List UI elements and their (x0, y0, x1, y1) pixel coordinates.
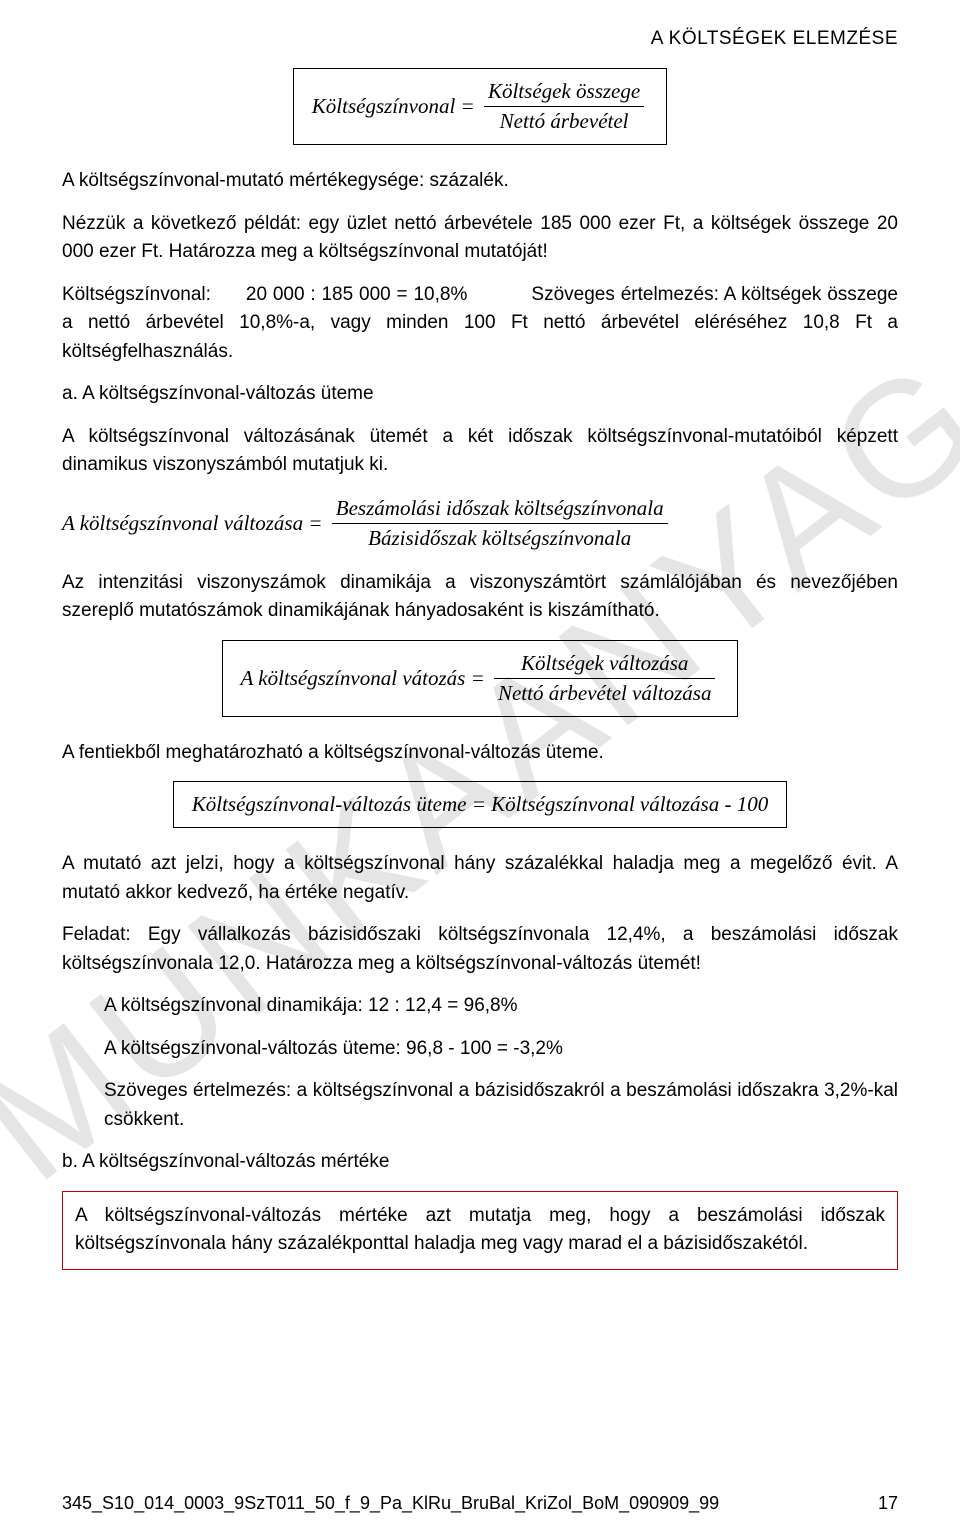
page-footer: 345_S10_014_0003_9SzT011_50_f_9_Pa_KlRu_… (62, 1493, 898, 1514)
page-number: 17 (878, 1493, 898, 1514)
formula-1-box: Költségszínvonal = Költségek összege Net… (293, 68, 667, 145)
formula-2: A költségszínvonal változása = Beszámolá… (62, 496, 898, 551)
formula-3-row: A költségszínvonal vátozás = Költségek v… (62, 640, 898, 717)
paragraph-13: b. A költségszínvonal-változás mértéke (62, 1148, 898, 1177)
formula-3-box: A költségszínvonal vátozás = Költségek v… (222, 640, 739, 717)
formula-3-eq: = (471, 666, 485, 691)
paragraph-7: A fentiekből meghatározható a költségszí… (62, 739, 898, 768)
page-container: MUNKAANYAG A KÖLTSÉGEK ELEMZÉSE Költségs… (0, 0, 960, 1540)
formula-2-lhs: A költségszínvonal változása (62, 511, 303, 536)
paragraph-8: A mutató azt jelzi, hogy a költségszínvo… (62, 850, 898, 907)
header-title: A KÖLTSÉGEK ELEMZÉSE (62, 28, 898, 50)
formula-3-denominator: Nettó árbevétel változása (494, 679, 715, 706)
formula-3-fraction: Költségek változása Nettó árbevétel vált… (494, 651, 715, 706)
redbox-text: A költségszínvonal-változás mértéke azt … (75, 1202, 885, 1259)
formula-4-row: Költségszínvonal-változás üteme = Költsé… (62, 781, 898, 828)
paragraph-9: Feladat: Egy vállalkozás bázisidőszaki k… (62, 921, 898, 978)
paragraph-5: A költségszínvonal változásának ütemét a… (62, 423, 898, 480)
footer-code: 345_S10_014_0003_9SzT011_50_f_9_Pa_KlRu_… (62, 1493, 719, 1514)
formula-1-fraction: Költségek összege Nettó árbevétel (484, 79, 644, 134)
formula-3-numerator: Költségek változása (494, 651, 715, 679)
paragraph-11: A költségszínvonal-változás üteme: 96,8 … (104, 1035, 898, 1064)
formula-2-fraction: Beszámolási időszak költségszínvonala Bá… (332, 496, 668, 551)
formula-4-text: Költségszínvonal-változás üteme = Költsé… (192, 792, 768, 816)
formula-1-lhs: Költségszínvonal (312, 94, 456, 119)
highlight-redbox: A költségszínvonal-változás mértéke azt … (62, 1191, 898, 1270)
paragraph-12: Szöveges értelmezés: a költségszínvonal … (104, 1077, 898, 1134)
formula-1-denominator: Nettó árbevétel (484, 107, 644, 134)
formula-2-eq: = (308, 511, 322, 536)
paragraph-4: a. A költségszínvonal-változás üteme (62, 380, 898, 409)
formula-1-numerator: Költségek összege (484, 79, 644, 107)
paragraph-10: A költségszínvonal dinamikája: 12 : 12,4… (104, 992, 898, 1021)
formula-1-eq: = (461, 94, 475, 119)
formula-4-box: Költségszínvonal-változás üteme = Költsé… (173, 781, 787, 828)
formula-2-denominator: Bázisidőszak költségszínvonala (332, 524, 668, 551)
paragraph-2: Nézzük a következő példát: egy üzlet net… (62, 210, 898, 267)
formula-1-row: Költségszínvonal = Költségek összege Net… (62, 68, 898, 145)
paragraph-3: Költségszínvonal: 20 000 : 185 000 = 10,… (62, 281, 898, 367)
paragraph-6: Az intenzitási viszonyszámok dinamikája … (62, 569, 898, 626)
formula-2-numerator: Beszámolási időszak költségszínvonala (332, 496, 668, 524)
formula-3-lhs: A költségszínvonal vátozás (241, 666, 466, 691)
paragraph-1: A költségszínvonal-mutató mértékegysége:… (62, 167, 898, 196)
